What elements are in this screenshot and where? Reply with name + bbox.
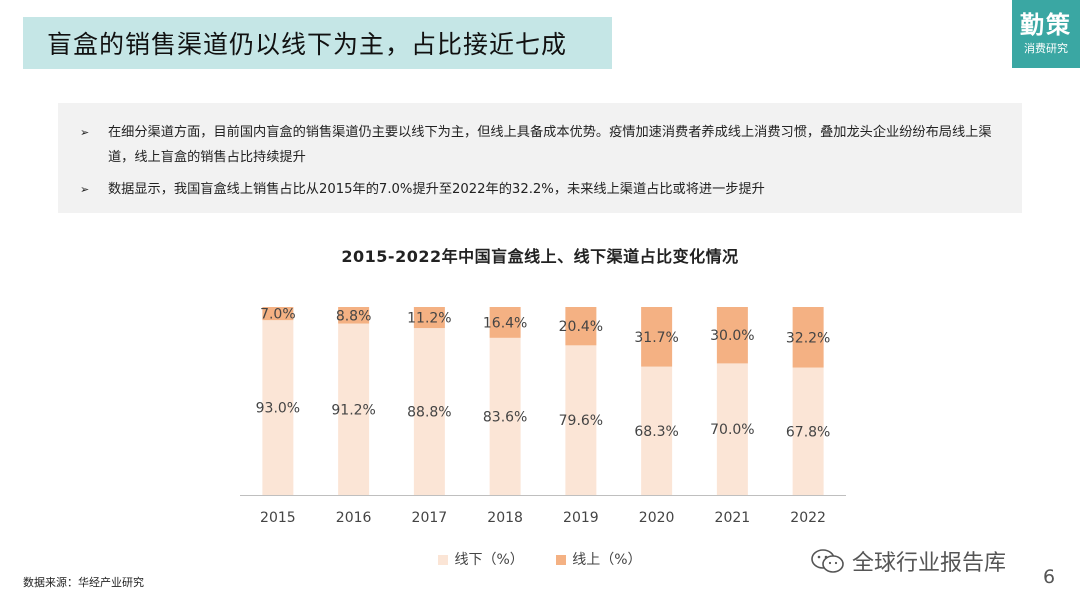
bar-offline: [565, 345, 597, 495]
bar-online: [489, 307, 521, 338]
legend-item-online: 线上（%）: [556, 549, 642, 569]
bar-offline: [792, 367, 824, 495]
data-source: 数据来源：华经产业研究: [23, 576, 144, 589]
brand-logo: 勤策 消费研究: [1012, 0, 1080, 68]
arrow-bullet-icon: ➢: [80, 126, 90, 139]
watermark-text: 全球行业报告库: [852, 551, 1007, 576]
data-label-online: 31.7%: [634, 330, 678, 346]
data-label-offline: 70.0%: [710, 422, 754, 438]
data-label-online: 8.8%: [336, 308, 372, 324]
title-bar: 盲盒的销售渠道仍以线下为主，占比接近七成: [23, 17, 612, 69]
bar-online: [262, 307, 294, 321]
data-label-online: 30.0%: [710, 328, 754, 344]
data-label-offline: 93.0%: [256, 401, 300, 417]
bar-offline: [413, 328, 445, 495]
bar-offline: [641, 366, 673, 495]
legend-swatch-online: [556, 555, 567, 565]
summary-bullet: ➢ 在细分渠道方面，目前国内盲盒的销售渠道仍主要以线下为主，但线上具备成本优势。…: [80, 120, 1008, 170]
bar-offline: [716, 363, 748, 495]
legend-label-online: 线上（%）: [572, 552, 642, 568]
data-label-offline: 67.8%: [786, 424, 830, 440]
data-label-online: 16.4%: [483, 315, 527, 331]
data-label-online: 32.2%: [786, 330, 830, 346]
data-label-offline: 68.3%: [634, 424, 678, 440]
arrow-bullet-icon: ➢: [80, 183, 90, 196]
data-label-offline: 88.8%: [407, 405, 451, 421]
legend-swatch-offline: [438, 555, 449, 565]
bar-online: [641, 307, 673, 367]
data-label-offline: 79.6%: [559, 413, 603, 429]
wechat-icon: [811, 549, 844, 573]
watermark: 全球行业报告库: [810, 545, 1006, 577]
bar-online: [716, 307, 748, 364]
x-tick-label: 2015: [260, 510, 296, 526]
summary-bullet-text: 数据显示，我国盲盒线上销售占比从2015年的7.0%提升至2022年的32.2%…: [108, 182, 765, 197]
summary-bullet: ➢ 数据显示，我国盲盒线上销售占比从2015年的7.0%提升至2022年的32.…: [80, 177, 1008, 202]
x-tick-label: 2016: [336, 510, 372, 526]
x-tick-label: 2017: [412, 510, 448, 526]
bar-online: [565, 307, 597, 346]
logo-sub-text: 消费研究: [1024, 42, 1068, 55]
data-label-offline: 91.2%: [331, 402, 375, 418]
x-tick-label: 2021: [715, 510, 751, 526]
legend-label-offline: 线下（%）: [454, 552, 524, 568]
page-number: 6: [1043, 566, 1056, 588]
page-title: 盲盒的销售渠道仍以线下为主，占比接近七成: [47, 30, 568, 59]
summary-box: ➢ 在细分渠道方面，目前国内盲盒的销售渠道仍主要以线下为主，但线上具备成本优势。…: [58, 103, 1022, 213]
data-label-online: 11.2%: [407, 311, 451, 327]
legend-item-offline: 线下（%）: [438, 549, 524, 569]
bar-offline: [489, 337, 521, 495]
logo-main-text: 勤策: [1020, 11, 1072, 39]
bar-offline: [262, 320, 294, 495]
x-tick-label: 2018: [487, 510, 523, 526]
chart-title: 2015-2022年中国盲盒线上、线下渠道占比变化情况: [341, 247, 739, 266]
data-label-online: 20.4%: [559, 319, 603, 335]
x-tick-label: 2022: [790, 510, 826, 526]
summary-bullet-text: 在细分渠道方面，目前国内盲盒的销售渠道仍主要以线下为主，但线上具备成本优势。疫情…: [108, 125, 992, 165]
data-label-online: 7.0%: [260, 307, 296, 323]
bar-offline: [338, 323, 370, 495]
data-label-offline: 83.6%: [483, 409, 527, 425]
x-tick-label: 2020: [639, 510, 675, 526]
bar-online: [413, 307, 445, 329]
bar-online: [338, 307, 370, 324]
chart-legend: 线下（%） 线上（%）: [0, 549, 1080, 569]
x-tick-label: 2019: [563, 510, 599, 526]
bar-online: [792, 307, 824, 368]
